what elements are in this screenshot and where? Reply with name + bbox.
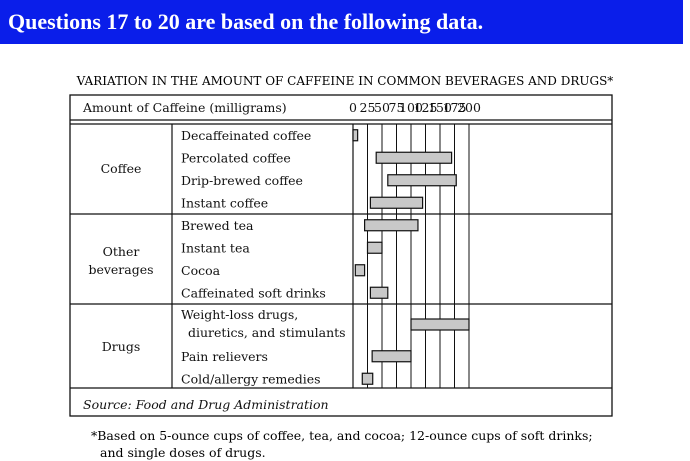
range-bar	[354, 264, 366, 277]
range-bar	[352, 129, 359, 142]
range-bar	[387, 174, 457, 187]
range-bar	[371, 350, 412, 363]
range-bar	[410, 318, 470, 331]
chart-frame	[69, 94, 613, 417]
banner-text: Questions 17 to 20 are based on the foll…	[8, 9, 484, 34]
row-label: Drip-brewed coffee	[181, 173, 303, 188]
row-label: Percolated coffee	[181, 150, 291, 165]
x-tick-label: 175	[443, 100, 467, 115]
range-bar	[369, 286, 389, 299]
x-tick-label: 0	[349, 100, 357, 115]
row-label: diuretics, and stimulants	[188, 325, 346, 340]
x-tick-label: 200	[457, 100, 481, 115]
row-label: Caffeinated soft drinks	[181, 285, 326, 300]
range-bar	[361, 372, 374, 385]
range-bar	[366, 241, 383, 254]
group-label: Coffee	[101, 161, 142, 176]
row-label: Pain relievers	[181, 349, 268, 364]
x-tick-label: 25	[360, 100, 376, 115]
x-tick-label: 75	[389, 100, 405, 115]
question-banner: Questions 17 to 20 are based on the foll…	[0, 0, 683, 44]
group-label: Drugs	[102, 339, 140, 354]
group-label: beverages	[88, 262, 153, 277]
row-label: Instant tea	[181, 240, 250, 255]
footnote: *Based on 5-ounce cups of coffee, tea, a…	[91, 427, 651, 461]
range-bar	[364, 219, 419, 232]
x-tick-label: 100	[399, 100, 423, 115]
x-tick-label: 50	[374, 100, 390, 115]
row-label: Decaffeinated coffee	[181, 128, 311, 143]
source-note: Source: Food and Drug Administration	[83, 397, 329, 412]
x-tick-label: 125	[414, 100, 438, 115]
row-label: Brewed tea	[181, 218, 254, 233]
x-axis-label: Amount of Caffeine (milligrams)	[82, 100, 287, 115]
range-bar	[369, 196, 424, 209]
footnote-line-2: and single doses of drugs.	[100, 445, 266, 460]
range-bar	[375, 151, 453, 164]
row-label: Weight-loss drugs,	[181, 307, 298, 322]
x-tick-label: 150	[428, 100, 452, 115]
row-label: Cocoa	[181, 263, 221, 278]
chart-title: VARIATION IN THE AMOUNT OF CAFFEINE IN C…	[76, 74, 614, 88]
row-label: Cold/allergy remedies	[181, 371, 321, 386]
group-label: Other	[103, 244, 140, 259]
footnote-line-1: *Based on 5-ounce cups of coffee, tea, a…	[91, 428, 593, 443]
row-label: Instant coffee	[181, 195, 268, 210]
